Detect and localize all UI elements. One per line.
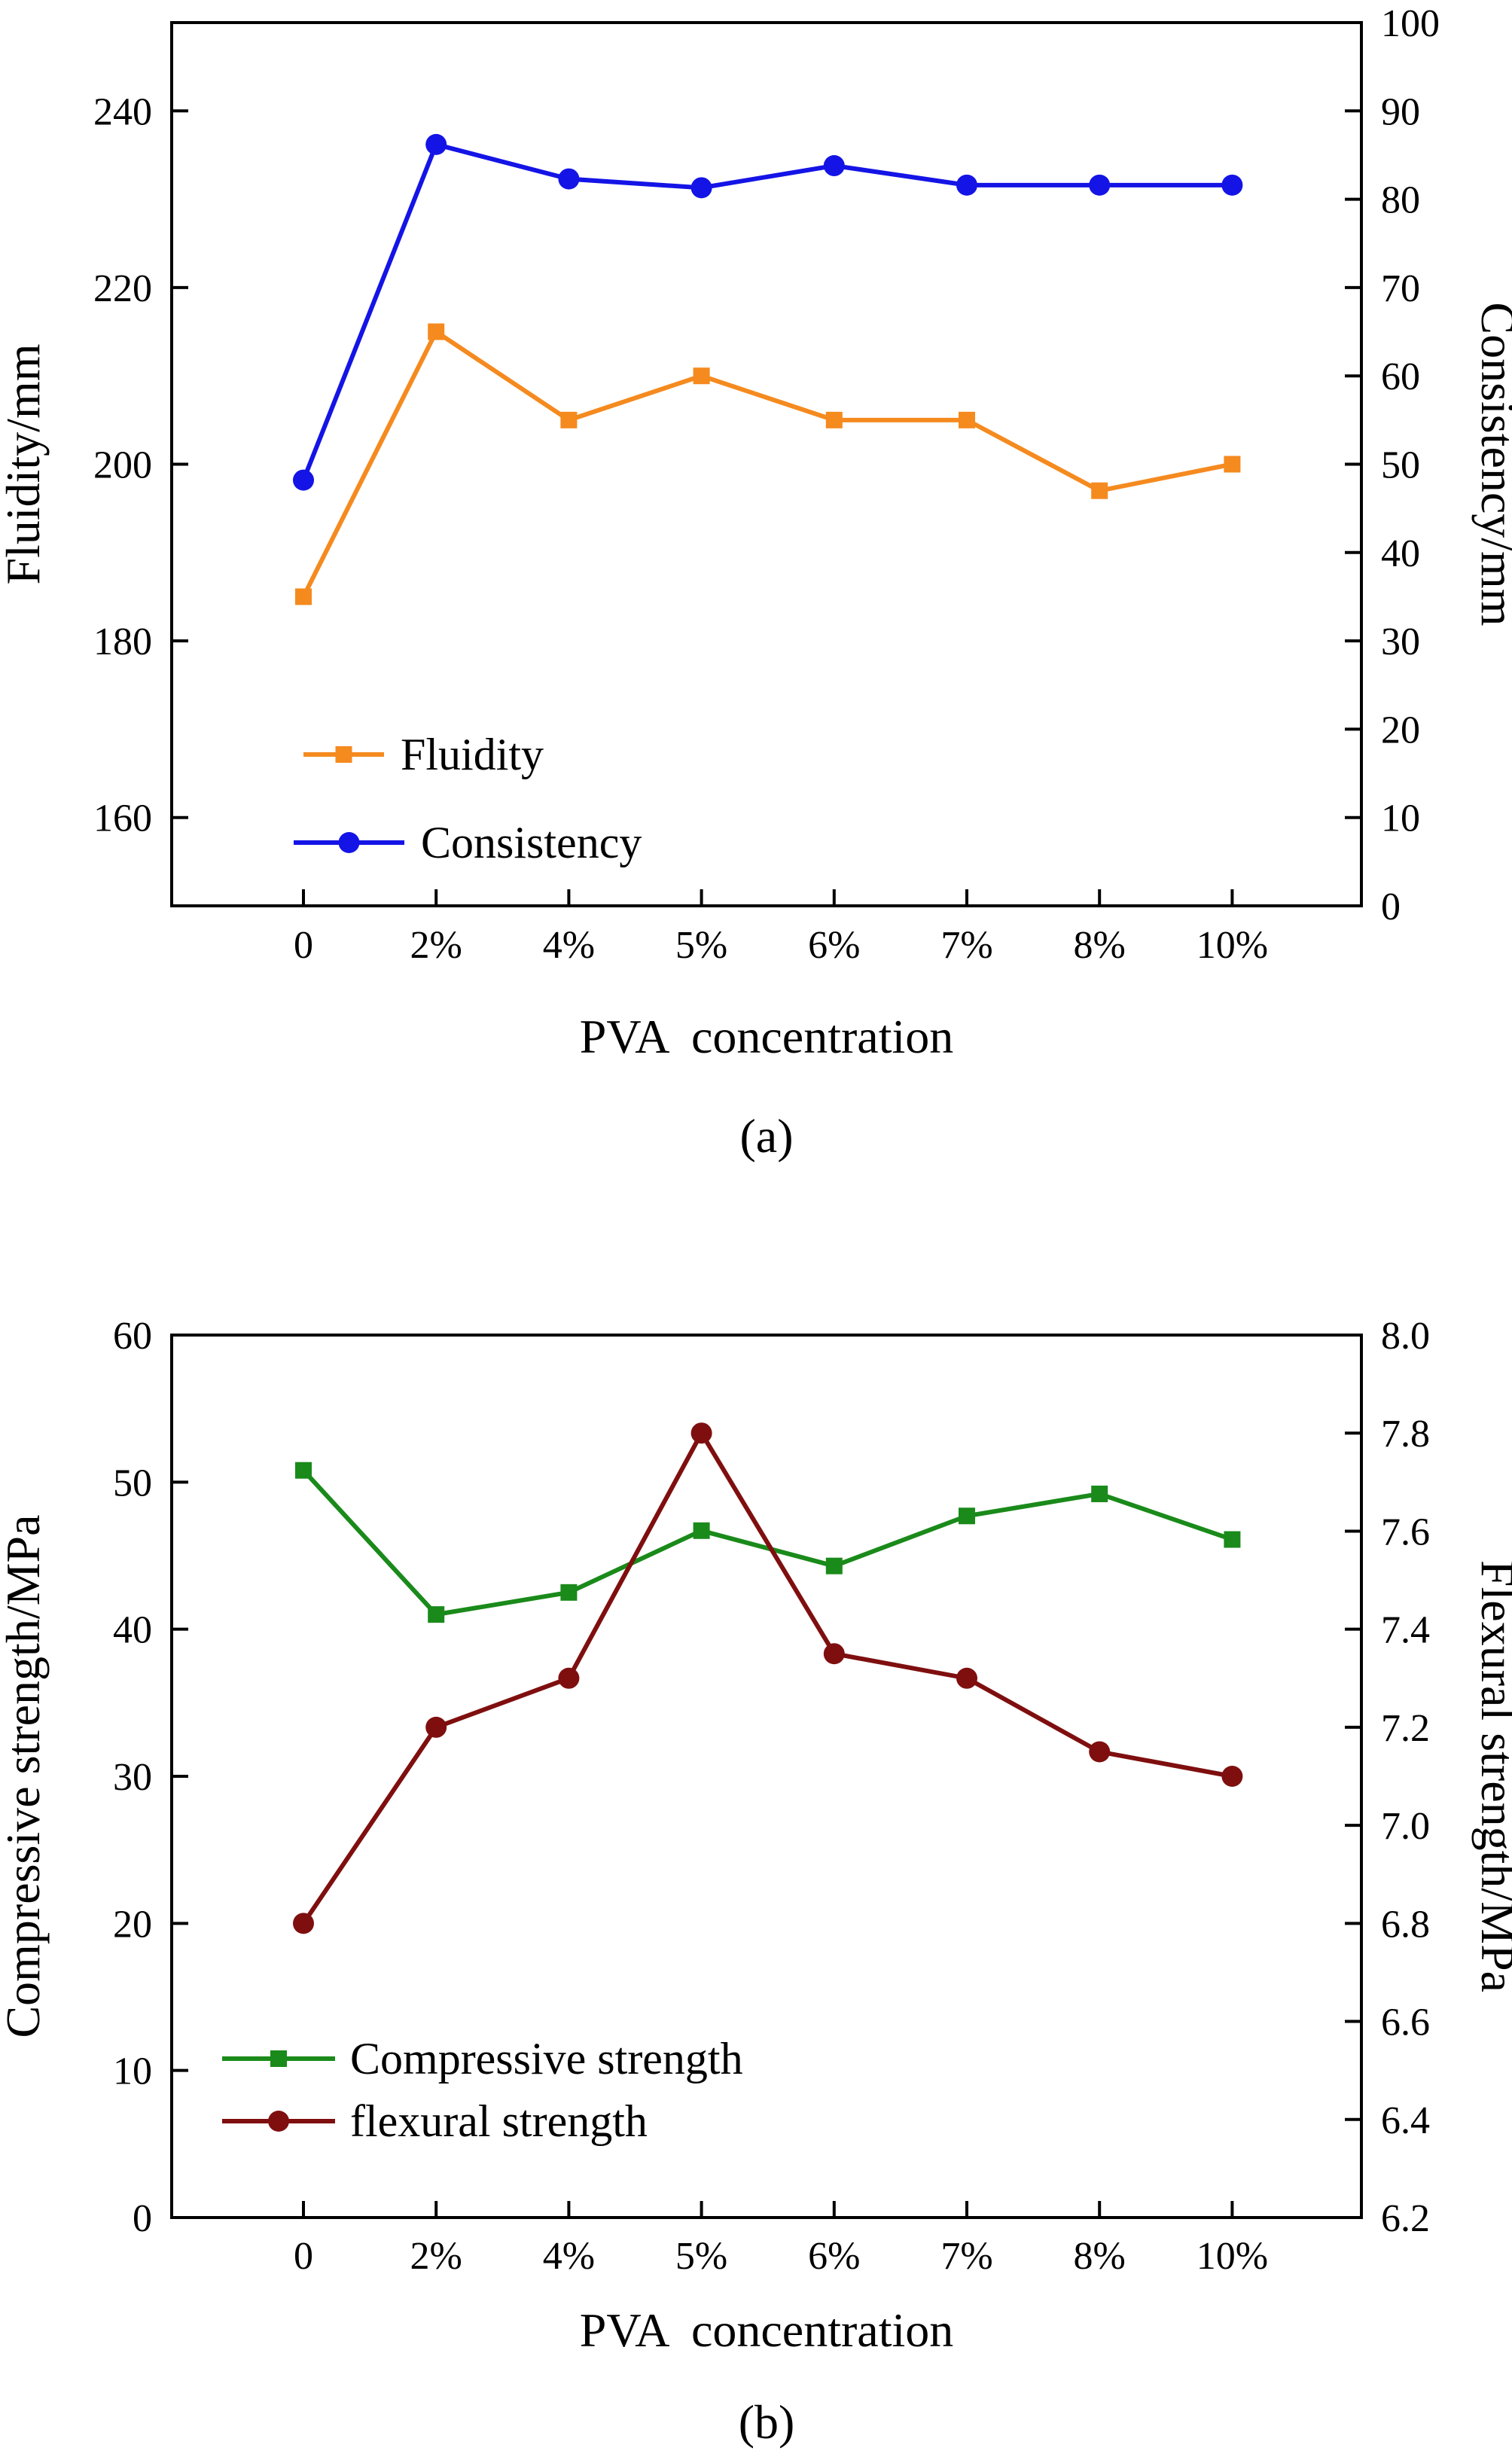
- data-point-square: [826, 412, 843, 428]
- panel-label: (a): [739, 1109, 793, 1163]
- y-axis-left-label: Fluidity/mm: [0, 343, 50, 584]
- y-axis-left-label: Compressive strength/MPa: [0, 1514, 50, 2038]
- y-left-tick-label: 60: [113, 1315, 152, 1358]
- data-point-circle: [824, 155, 845, 176]
- data-point-circle: [558, 169, 579, 190]
- x-tick-label: 7%: [940, 924, 992, 967]
- x-tick-label: 0: [294, 924, 313, 967]
- y-right-tick-label: 100: [1381, 2, 1440, 45]
- y-right-tick-label: 50: [1381, 444, 1420, 487]
- data-point-circle: [293, 1913, 314, 1934]
- y-left-tick-label: 160: [93, 797, 152, 840]
- data-point-square: [295, 588, 312, 605]
- x-tick-label: 5%: [675, 924, 727, 967]
- y-right-tick-label: 7.8: [1381, 1413, 1430, 1456]
- y-left-tick-label: 200: [93, 444, 152, 487]
- y-right-tick-label: 7.6: [1381, 1510, 1430, 1553]
- y-left-tick-label: 240: [93, 90, 152, 133]
- y-axis-right-label: Flexural strength/MPa: [1471, 1560, 1512, 1992]
- y-right-tick-label: 10: [1381, 797, 1420, 840]
- data-point-circle: [1089, 1741, 1110, 1762]
- y-right-tick-label: 80: [1381, 179, 1420, 222]
- data-point-circle: [691, 177, 712, 198]
- y-right-tick-label: 7.0: [1381, 1805, 1430, 1848]
- data-point-circle: [956, 175, 977, 196]
- y-right-tick-label: 6.4: [1381, 2099, 1430, 2142]
- y-left-tick-label: 20: [113, 1903, 152, 1946]
- x-tick-label: 4%: [543, 2235, 595, 2278]
- data-point-square: [1091, 483, 1108, 499]
- legend-marker-square: [270, 2050, 287, 2067]
- data-point-square: [1224, 456, 1240, 473]
- legend-label: Consistency: [421, 818, 642, 867]
- data-point-square: [826, 1558, 843, 1574]
- data-point-square: [1091, 1486, 1108, 1502]
- y-left-tick-label: 220: [93, 267, 152, 310]
- data-point-circle: [956, 1668, 977, 1689]
- data-point-square: [694, 367, 710, 384]
- legend-label: Fluidity: [401, 730, 544, 779]
- data-point-circle: [824, 1643, 845, 1664]
- x-tick-label: 5%: [675, 2235, 727, 2278]
- x-tick-label: 10%: [1196, 924, 1268, 967]
- x-tick-label: 8%: [1074, 924, 1126, 967]
- y-right-tick-label: 6.2: [1381, 2197, 1430, 2240]
- data-point-circle: [425, 134, 447, 155]
- y-right-tick-label: 40: [1381, 532, 1420, 575]
- x-tick-label: 6%: [808, 924, 860, 967]
- y-right-tick-label: 8.0: [1381, 1315, 1430, 1358]
- data-point-circle: [1221, 1766, 1242, 1787]
- data-point-square: [959, 412, 975, 428]
- data-point-circle: [293, 470, 314, 491]
- data-point-circle: [1221, 175, 1242, 196]
- y-right-tick-label: 6.8: [1381, 1903, 1430, 1946]
- y-left-tick-label: 50: [113, 1462, 152, 1504]
- data-point-square: [959, 1507, 975, 1524]
- data-point-circle: [558, 1668, 579, 1689]
- data-point-square: [428, 1606, 444, 1623]
- x-tick-label: 10%: [1196, 2235, 1268, 2278]
- y-left-tick-label: 40: [113, 1609, 152, 1652]
- data-point-square: [560, 1584, 577, 1601]
- x-tick-label: 6%: [808, 2235, 860, 2278]
- y-left-tick-label: 0: [133, 2197, 152, 2240]
- x-tick-label: 0: [294, 2235, 313, 2278]
- data-point-square: [560, 412, 577, 428]
- y-right-tick-label: 70: [1381, 267, 1420, 310]
- y-right-tick-label: 7.2: [1381, 1707, 1430, 1750]
- x-tick-label: 2%: [410, 2235, 462, 2278]
- x-axis-label: PVA concentration: [580, 1010, 954, 1063]
- y-right-tick-label: 6.6: [1381, 2001, 1430, 2044]
- y-right-tick-label: 0: [1381, 886, 1401, 928]
- data-point-square: [694, 1523, 710, 1539]
- x-tick-label: 2%: [410, 924, 462, 967]
- y-right-tick-label: 30: [1381, 620, 1420, 663]
- data-point-square: [295, 1462, 312, 1479]
- data-point-square: [1224, 1532, 1240, 1548]
- legend-marker-square: [336, 746, 352, 763]
- data-point-circle: [691, 1422, 712, 1443]
- data-point-circle: [425, 1717, 447, 1738]
- legend-marker-circle: [339, 832, 360, 853]
- legend-marker-circle: [268, 2111, 289, 2132]
- y-right-tick-label: 20: [1381, 709, 1420, 751]
- y-left-tick-label: 30: [113, 1756, 152, 1799]
- x-tick-label: 7%: [940, 2235, 992, 2278]
- data-point-square: [428, 324, 444, 340]
- y-axis-right-label: Consistency/mm: [1471, 302, 1512, 626]
- legend-label: flexural strength: [350, 2096, 648, 2146]
- y-right-tick-label: 7.4: [1381, 1609, 1430, 1652]
- y-left-tick-label: 10: [113, 2050, 152, 2093]
- figure: 16018020022024001020304050607080901000 2%…: [0, 0, 1512, 2460]
- panel-label: (b): [739, 2395, 795, 2449]
- data-point-circle: [1089, 175, 1110, 196]
- y-right-tick-label: 60: [1381, 355, 1420, 398]
- x-axis-label: PVA concentration: [580, 2303, 954, 2357]
- x-tick-label: 8%: [1074, 2235, 1126, 2278]
- y-right-tick-label: 90: [1381, 90, 1420, 133]
- legend-label: Compressive strength: [350, 2034, 743, 2084]
- y-left-tick-label: 180: [93, 620, 152, 663]
- x-tick-label: 4%: [543, 924, 595, 967]
